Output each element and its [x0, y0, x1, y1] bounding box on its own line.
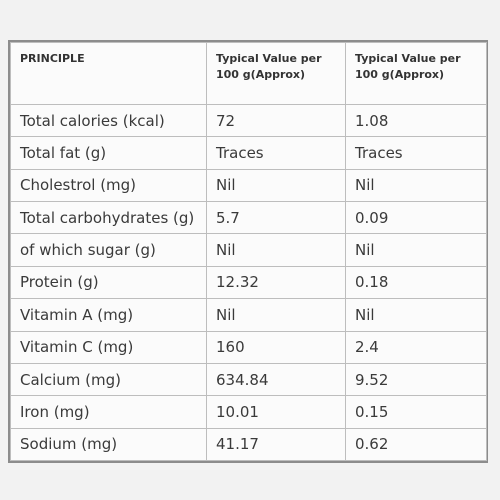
- nutrition-table: PRINCIPLE Typical Value per 100 g(Approx…: [10, 42, 487, 462]
- row-value-1: 634.84: [206, 362, 346, 397]
- row-label: Vitamin C (mg): [10, 330, 207, 364]
- row-label: Iron (mg): [10, 395, 207, 429]
- table-header-row: PRINCIPLE Typical Value per 100 g(Approx…: [10, 42, 487, 105]
- row-value-1: 10.01: [206, 395, 346, 429]
- table-row: Calcium (mg) 634.84 9.52: [10, 362, 487, 397]
- header-typical-value-2: Typical Value per 100 g(Approx): [345, 42, 487, 105]
- row-label: of which sugar (g): [10, 233, 207, 267]
- table-row: of which sugar (g) Nil Nil: [10, 233, 487, 267]
- row-label: Cholestrol (mg): [10, 168, 207, 203]
- row-value-1: 12.32: [206, 265, 346, 300]
- row-value-1: Traces: [206, 136, 346, 170]
- row-label: Total fat (g): [10, 136, 207, 170]
- table-row: Vitamin A (mg) Nil Nil: [10, 298, 487, 332]
- row-label: Total calories (kcal): [10, 103, 207, 138]
- header-typical-value-1: Typical Value per 100 g(Approx): [206, 42, 346, 105]
- table-row: Protein (g) 12.32 0.18: [10, 265, 487, 300]
- row-label: Protein (g): [10, 265, 207, 300]
- row-label: Calcium (mg): [10, 362, 207, 397]
- row-value-2: Traces: [345, 136, 487, 170]
- row-value-1: 160: [206, 330, 346, 364]
- row-value-1: 5.7: [206, 201, 346, 235]
- row-value-1: Nil: [206, 298, 346, 332]
- row-value-2: Nil: [345, 298, 487, 332]
- row-value-2: Nil: [345, 168, 487, 203]
- row-value-1: Nil: [206, 168, 346, 203]
- row-value-2: 0.09: [345, 201, 487, 235]
- nutrition-table-frame: PRINCIPLE Typical Value per 100 g(Approx…: [8, 40, 488, 463]
- table-row: Total fat (g) Traces Traces: [10, 136, 487, 170]
- row-value-2: 0.15: [345, 395, 487, 429]
- table-row: Total carbohydrates (g) 5.7 0.09: [10, 201, 487, 235]
- row-label: Sodium (mg): [10, 427, 207, 462]
- row-value-1: Nil: [206, 233, 346, 267]
- row-value-2: 9.52: [345, 362, 487, 397]
- row-value-1: 41.17: [206, 427, 346, 462]
- table-row: Sodium (mg) 41.17 0.62: [10, 427, 487, 462]
- header-principle: PRINCIPLE: [10, 42, 207, 105]
- row-value-2: Nil: [345, 233, 487, 267]
- row-label: Vitamin A (mg): [10, 298, 207, 332]
- row-value-2: 2.4: [345, 330, 487, 364]
- row-value-2: 0.18: [345, 265, 487, 300]
- row-value-2: 1.08: [345, 103, 487, 138]
- table-row: Iron (mg) 10.01 0.15: [10, 395, 487, 429]
- table-row: Total calories (kcal) 72 1.08: [10, 103, 487, 138]
- table-row: Cholestrol (mg) Nil Nil: [10, 168, 487, 203]
- row-label: Total carbohydrates (g): [10, 201, 207, 235]
- table-row: Vitamin C (mg) 160 2.4: [10, 330, 487, 364]
- row-value-1: 72: [206, 103, 346, 138]
- row-value-2: 0.62: [345, 427, 487, 462]
